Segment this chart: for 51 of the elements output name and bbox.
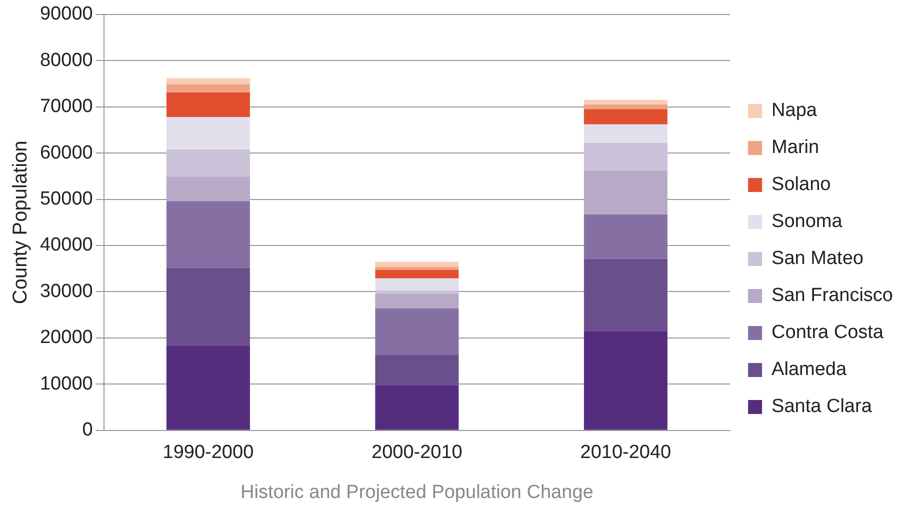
bar — [166, 117, 250, 150]
bar — [375, 278, 459, 290]
y-tick-label: 30000 — [40, 280, 93, 302]
bar — [166, 176, 250, 202]
y-tick-label: 20000 — [40, 327, 93, 348]
bar — [584, 109, 668, 124]
y-tick-label: 60000 — [40, 142, 93, 164]
bar — [584, 104, 668, 110]
y-axis-title: County Population — [10, 140, 32, 304]
bar — [375, 262, 459, 267]
bar — [584, 214, 668, 259]
legend-label: Sonoma — [772, 211, 843, 232]
bar — [375, 290, 459, 294]
bar — [375, 294, 459, 308]
x-axis-title: Historic and Projected Population Change — [240, 482, 594, 503]
bar — [166, 268, 250, 346]
bar — [166, 345, 250, 430]
y-tick-label: 0 — [82, 420, 93, 441]
legend-label: Solano — [772, 174, 831, 196]
bar — [166, 149, 250, 177]
x-tick-label: 2000-2010 — [372, 442, 462, 464]
x-tick-label: 1990-2000 — [162, 442, 254, 464]
bar — [584, 124, 668, 143]
bar — [375, 354, 459, 386]
bar — [375, 270, 459, 278]
y-tick-label: 90000 — [40, 4, 93, 25]
y-tick-label: 10000 — [40, 373, 93, 394]
bar — [584, 258, 668, 332]
legend-label: Santa Clara — [772, 396, 872, 418]
bar — [166, 201, 250, 268]
bar — [584, 142, 668, 171]
legend-label: Napa — [772, 100, 818, 122]
bar — [375, 385, 459, 430]
legend-label: San Mateo — [772, 248, 864, 270]
legend-label: Alameda — [772, 359, 847, 380]
bar — [584, 331, 668, 430]
bar — [584, 100, 668, 105]
y-tick-label: 70000 — [40, 96, 93, 118]
legend-label: Marin — [772, 137, 820, 158]
legend-label: Contra Costa — [772, 322, 884, 344]
bar — [584, 170, 668, 215]
y-tick-label: 50000 — [40, 188, 93, 210]
bar — [166, 78, 250, 84]
bar — [166, 84, 250, 93]
bar — [375, 308, 459, 355]
bar — [166, 92, 250, 118]
y-tick-label: 80000 — [40, 50, 93, 71]
legend-label: San Francisco — [772, 285, 894, 306]
y-tick-label: 40000 — [40, 234, 93, 256]
bar — [375, 266, 459, 270]
x-tick-label: 2010-2040 — [580, 442, 672, 464]
